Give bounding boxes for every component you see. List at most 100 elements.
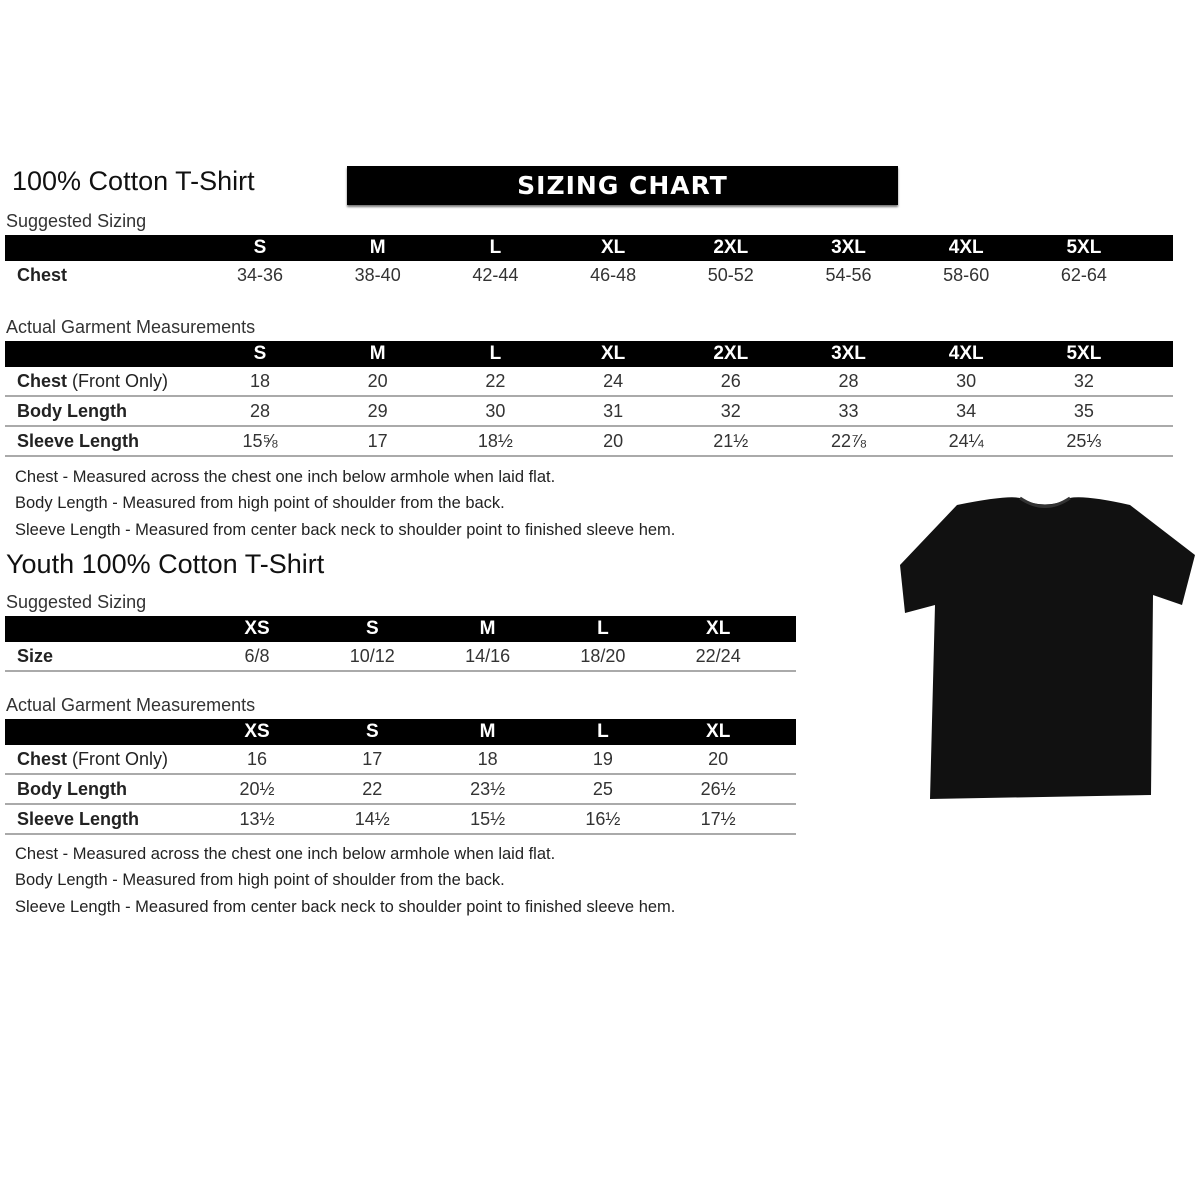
table-row: Sleeve Length 15⅝ 17 18½ 20 21½ 22⅞ 24¼ 25⅓ [5, 427, 1173, 457]
table-cell: 20 [367, 371, 388, 391]
table-cell: 19 [592, 749, 613, 769]
row-label: Sleeve Length [17, 427, 139, 455]
table-cell: 16 [246, 749, 268, 769]
table-cell: 30 [485, 401, 506, 421]
size-header: XL [600, 343, 626, 364]
size-header: L [489, 343, 502, 364]
table-cell: 17 [367, 431, 388, 451]
size-header: 3XL [831, 343, 866, 364]
table-cell: 32 [1073, 371, 1094, 391]
table-cell: 32 [720, 401, 741, 421]
table-row: Chest (Front Only) 16 17 18 19 20 [5, 745, 796, 775]
table-cell: 10/12 [349, 646, 395, 666]
table-cell: 33 [838, 401, 859, 421]
row-label-text: Chest [17, 265, 68, 285]
table-cell: 22 [362, 779, 383, 799]
youth-suggested-table: XS S M L XL Size 6/8 10/12 14/16 18/20 22/24 [5, 616, 796, 672]
size-header-row: S M L XL 2XL 3XL 4XL 5XL [5, 341, 1173, 367]
size-header: 4XL [948, 343, 984, 364]
table-cell: 18 [477, 749, 498, 769]
table-cell: 58-60 [943, 265, 990, 285]
row-label-extra: (Front Only) [67, 371, 169, 391]
youth-actual-label: Actual Garment Measurements [6, 695, 256, 715]
table-row: Body Length 20½ 22 23½ 25 26½ [5, 775, 796, 805]
table-cell: 31 [603, 401, 624, 421]
table-cell: 20½ [239, 779, 275, 799]
size-header: S [253, 237, 267, 258]
row-label-extra: (Front Only) [67, 749, 169, 769]
youth-note-chest: Chest - Measured across the chest one in… [15, 845, 556, 863]
table-cell: 34 [956, 401, 977, 421]
row-label-text: Sleeve Length [17, 809, 140, 829]
adult-suggested-table: S M L XL 2XL 3XL 4XL 5XL Chest 34-36 38-40 42-44 46-… [5, 235, 1173, 289]
table-cell: 18/20 [580, 646, 626, 666]
table-cell: 15⅝ [242, 431, 278, 451]
table-cell: 22 [485, 371, 506, 391]
table-cell: 15½ [470, 809, 506, 829]
row-label-text: Chest [17, 749, 68, 769]
row-label-text: Size [17, 646, 54, 666]
adult-note-body: Body Length - Measured from high point o… [15, 494, 505, 512]
row-label-text: Chest [17, 371, 68, 391]
youth-note-body: Body Length - Measured from high point o… [15, 871, 505, 889]
adult-actual-label: Actual Garment Measurements [6, 317, 256, 337]
adult-note-chest: Chest - Measured across the chest one in… [15, 468, 556, 486]
size-header: 2XL [713, 343, 749, 364]
youth-actual-table: XS S M L XL Chest (Front Only) 16 17 18 19 20 Body … [5, 719, 796, 835]
size-header-row: S M L XL 2XL 3XL 4XL 5XL [5, 235, 1173, 261]
table-cell: 20 [708, 749, 729, 769]
table-cell: 24 [603, 371, 624, 391]
table-cell: 34-36 [236, 265, 284, 285]
size-header: 5XL [1066, 343, 1102, 364]
row-label-text: Body Length [17, 401, 127, 421]
size-header: M [369, 343, 386, 364]
size-header: XL [706, 618, 731, 639]
table-cell: 17 [362, 749, 383, 769]
row-label: Sleeve Length [17, 805, 139, 833]
adult-title: 100% Cotton T-Shirt [12, 166, 255, 196]
size-header: L [597, 618, 609, 639]
table-cell: 29 [367, 401, 388, 421]
table-cell: 26½ [700, 779, 736, 799]
table-cell: 38-40 [354, 265, 401, 285]
table-cell: 28 [249, 401, 271, 421]
table-cell: 20 [603, 431, 624, 451]
size-header: 5XL [1066, 237, 1102, 258]
table-cell: 25⅓ [1066, 431, 1102, 451]
tshirt-shape [900, 497, 1195, 799]
size-header: S [365, 721, 379, 742]
table-row: Size 6/8 10/12 14/16 18/20 22/24 [5, 642, 796, 672]
row-label: Chest [17, 261, 67, 289]
adult-suggested-label: Suggested Sizing [6, 211, 147, 231]
size-header: XL [600, 237, 626, 258]
table-row: Body Length 28 29 30 31 32 33 34 35 [5, 397, 1173, 427]
table-cell: 25 [592, 779, 613, 799]
table-row: Sleeve Length 13½ 14½ 15½ 16½ 17½ [5, 805, 796, 835]
size-header: XL [706, 721, 731, 742]
size-header-row: XS S M L XL [5, 719, 796, 745]
row-label: Size [17, 642, 53, 670]
size-header: M [369, 237, 386, 258]
size-header: S [253, 343, 267, 364]
size-header: XS [244, 721, 270, 742]
youth-suggested-label: Suggested Sizing [6, 592, 147, 612]
table-cell: 14½ [354, 809, 390, 829]
size-header: S [365, 618, 379, 639]
size-header: 4XL [948, 237, 984, 258]
tshirt-image [900, 496, 1195, 799]
table-cell: 22⅞ [830, 431, 867, 451]
youth-note-sleeve: Sleeve Length - Measured from center bac… [15, 898, 676, 916]
sizing-chart-banner: SIZING CHART [347, 166, 898, 205]
table-cell: 16½ [585, 809, 621, 829]
table-cell: 13½ [239, 809, 275, 829]
row-label: Body Length [17, 775, 127, 803]
size-header: L [597, 721, 609, 742]
table-cell: 50-52 [707, 265, 754, 285]
table-cell: 35 [1073, 401, 1094, 421]
size-header: L [489, 237, 502, 258]
table-cell: 62-64 [1060, 265, 1107, 285]
row-label-text: Sleeve Length [17, 431, 140, 451]
table-cell: 22/24 [695, 646, 741, 666]
adult-note-sleeve: Sleeve Length - Measured from center bac… [15, 521, 676, 539]
tshirt-collar [1019, 496, 1071, 508]
